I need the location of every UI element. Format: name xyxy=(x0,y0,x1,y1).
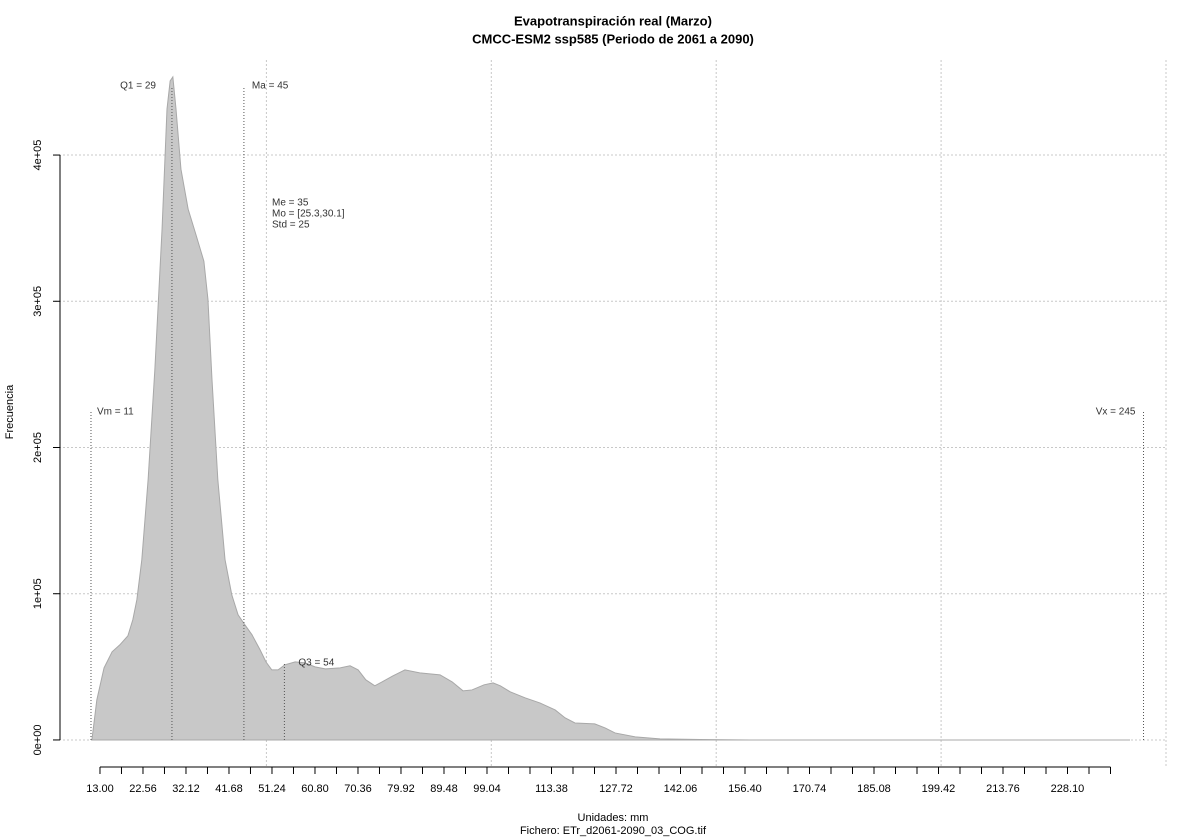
stat-label: Mo = [25.3,30.1] xyxy=(272,209,345,220)
x-axis-label: Unidades: mm xyxy=(578,812,649,824)
x-tick-label: 113.38 xyxy=(535,783,568,795)
chart-title: Evapotranspiración real (Marzo) xyxy=(514,13,712,28)
x-tick-label: 51.24 xyxy=(258,783,286,795)
y-tick-label: 1e+05 xyxy=(32,578,44,609)
x-tick-label: 170.74 xyxy=(793,783,827,795)
x-tick-label: 127.72 xyxy=(599,783,633,795)
x-tick-label: 156.40 xyxy=(728,783,762,795)
marker-label: Vm = 11 xyxy=(97,407,134,418)
y-axis-label: Frecuencia xyxy=(4,384,16,439)
y-tick-label: 0e+00 xyxy=(32,724,44,755)
stat-label: Me = 35 xyxy=(272,198,309,209)
marker-label: Vx = 245 xyxy=(1096,407,1136,418)
caption: Fichero: ETr_d2061-2090_03_COG.tif xyxy=(520,825,707,837)
stat-label: Std = 25 xyxy=(272,220,310,231)
marker-label: Ma = 45 xyxy=(252,81,289,92)
x-tick-label: 99.04 xyxy=(473,783,501,795)
x-tick-label: 22.56 xyxy=(129,783,157,795)
marker-label: Q1 = 29 xyxy=(120,81,156,92)
x-tick-label: 89.48 xyxy=(430,783,458,795)
y-tick-label: 3e+05 xyxy=(32,286,44,317)
chart-subtitle: CMCC-ESM2 ssp585 (Periodo de 2061 a 2090… xyxy=(472,31,754,46)
y-tick-label: 2e+05 xyxy=(32,432,44,463)
y-tick-label: 4e+05 xyxy=(32,140,44,171)
x-tick-label: 32.12 xyxy=(172,783,200,795)
x-tick-label: 142.06 xyxy=(664,783,698,795)
x-tick-label: 41.68 xyxy=(215,783,243,795)
density-area xyxy=(91,75,1131,741)
x-tick-label: 70.36 xyxy=(344,783,372,795)
marker-label: Q3 = 54 xyxy=(298,658,334,669)
x-tick-label: 213.76 xyxy=(986,783,1020,795)
x-tick-label: 199.42 xyxy=(922,783,956,795)
x-tick-label: 13.00 xyxy=(86,783,114,795)
x-tick-label: 185.08 xyxy=(857,783,891,795)
x-tick-label: 60.80 xyxy=(301,783,329,795)
x-tick-label: 79.92 xyxy=(387,783,415,795)
x-tick-label: 228.10 xyxy=(1051,783,1085,795)
